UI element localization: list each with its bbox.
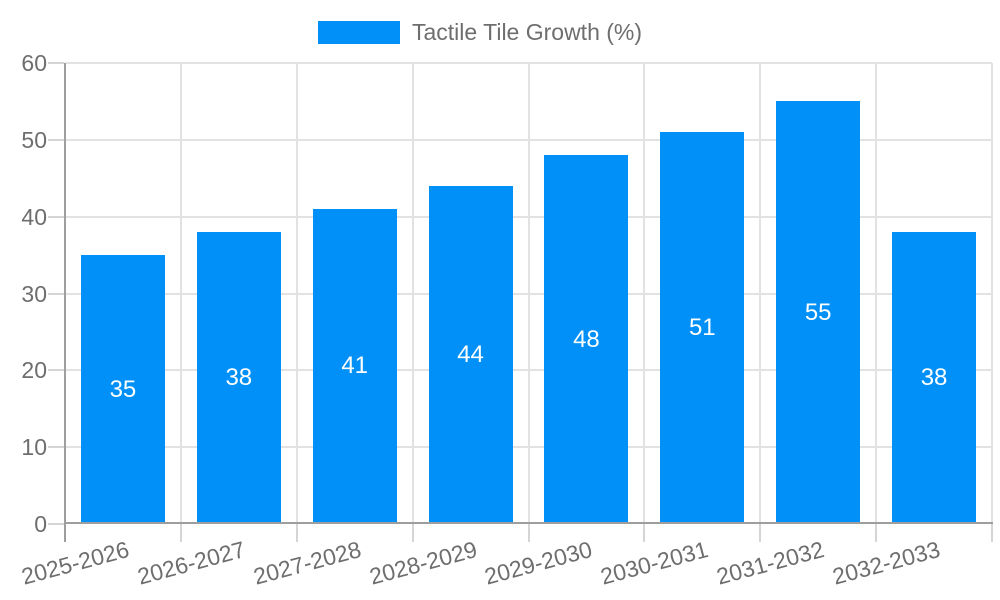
bar[interactable]: 35 (80, 255, 165, 524)
y-axis-tick (48, 138, 64, 141)
bar-value-label: 41 (341, 352, 369, 380)
y-axis-tick (48, 446, 64, 449)
bar-value-label: 48 (573, 325, 600, 353)
x-axis-tick (179, 524, 182, 542)
y-tick-label: 0 (34, 511, 47, 537)
x-axis-tick (643, 524, 646, 542)
y-axis-tick (48, 62, 64, 64)
y-axis-tick (48, 369, 64, 372)
x-axis-line (64, 522, 993, 524)
gridline-vertical (759, 63, 762, 524)
gridline-vertical (527, 63, 530, 524)
bar-value-label: 51 (688, 314, 716, 342)
bar-value-label: 38 (920, 364, 948, 391)
legend-swatch-icon (317, 21, 400, 44)
y-axis-line (64, 63, 66, 542)
gridline-vertical (411, 63, 414, 524)
gridline-vertical (875, 63, 878, 524)
bar-value-label: 55 (804, 298, 832, 326)
x-axis-tick (759, 524, 762, 542)
bar[interactable]: 44 (428, 185, 513, 524)
gridline-vertical (295, 63, 298, 524)
y-axis-tick (48, 292, 64, 295)
y-tick-label: 30 (21, 280, 47, 307)
x-axis-tick (411, 524, 414, 542)
bar[interactable]: 38 (892, 232, 977, 524)
y-tick-label: 10 (21, 434, 47, 461)
x-axis-tick (295, 524, 298, 542)
gridline-vertical (179, 63, 182, 524)
bar[interactable]: 38 (196, 232, 281, 524)
y-tick-label: 50 (21, 126, 47, 153)
y-axis-tick (48, 523, 64, 525)
y-axis-tick (48, 215, 64, 218)
bar[interactable]: 48 (544, 155, 629, 524)
x-axis-tick (875, 524, 878, 542)
gridline-vertical (991, 63, 993, 524)
x-axis-tick (991, 524, 993, 542)
plot-area: 0 10 20 30 40 50 60 35 38 41 44 48 51 55 38 2025-2026 20… (19, 50, 993, 590)
bar[interactable]: 55 (776, 101, 861, 524)
bar-value-label: 35 (109, 375, 137, 403)
y-tick-label: 20 (21, 357, 47, 384)
x-axis-tick (527, 524, 530, 542)
bar-value-label: 44 (457, 340, 484, 368)
chart-legend[interactable]: Tactile Tile Growth (%) (0, 19, 980, 46)
y-tick-label: 40 (21, 203, 47, 230)
bar-value-label: 38 (225, 364, 253, 391)
bar[interactable]: 41 (312, 208, 397, 524)
y-tick-label: 60 (21, 50, 47, 76)
bar[interactable]: 51 (660, 132, 745, 524)
gridline-vertical (643, 63, 646, 524)
legend-label: Tactile Tile Growth (%) (411, 19, 643, 45)
